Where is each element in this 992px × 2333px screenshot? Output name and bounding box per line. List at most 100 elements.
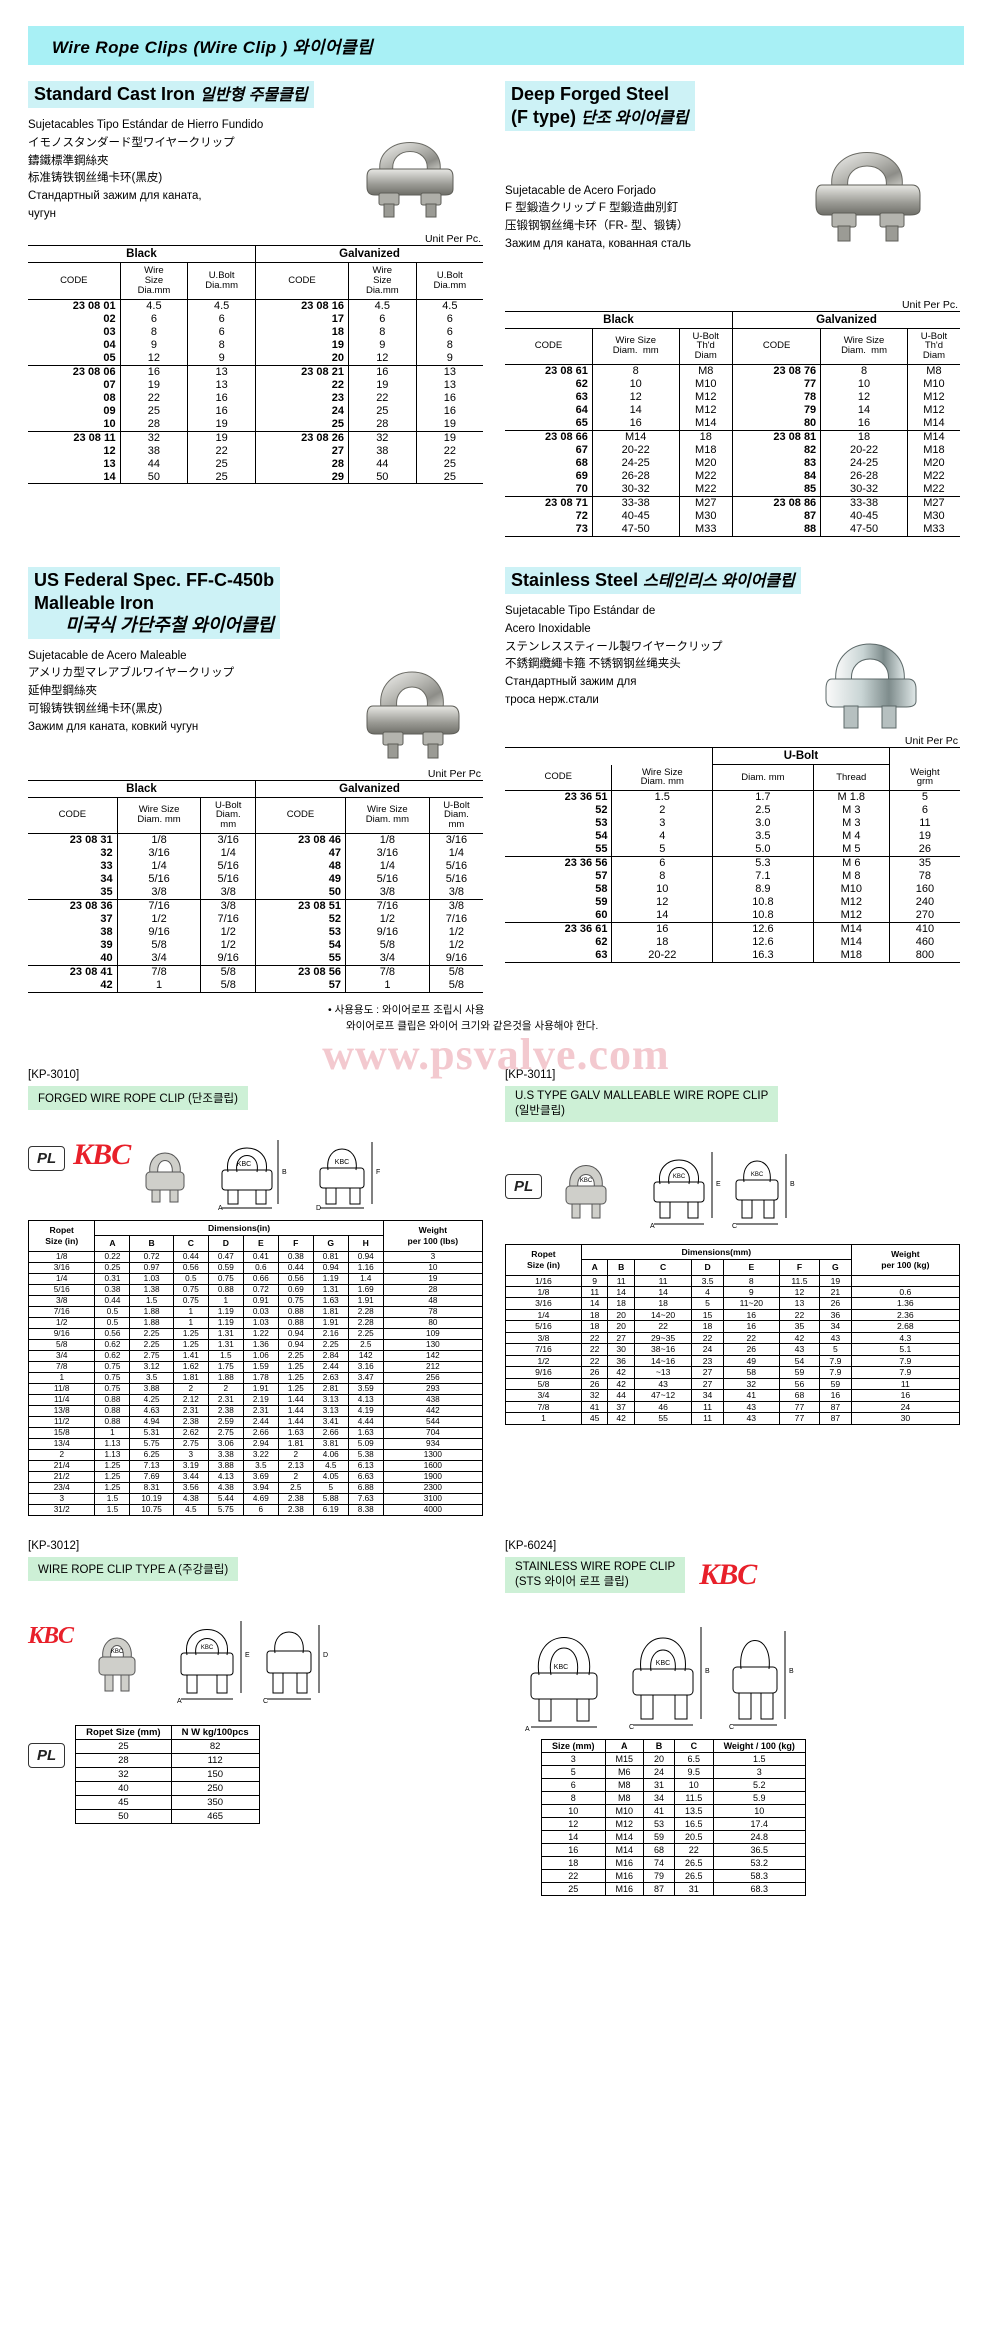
cell-bcode: 23 08 06 [28,364,121,379]
hdr-F: F [277,1234,314,1252]
table-cell: 45 [75,1794,172,1810]
table-cell: 6.19 [312,1503,349,1516]
cell-gwire: 9/16 [344,926,430,940]
table-cell: 0.94 [277,1327,314,1340]
cell-diam: 5.0 [712,843,814,857]
table-cell: M16 [604,1855,645,1870]
table-row: 62 10 M10 77 10 M10 [505,378,960,392]
cell-gwire: 20-22 [820,444,908,458]
table-cell: 3.38 [207,1448,244,1461]
table-cell: 5.9 [712,1790,806,1805]
table-cell: 2.94 [242,1437,279,1450]
table-cell: 3 [382,1250,484,1263]
cell-bwire: 28 [119,417,188,432]
table-row: 73 47-50 M33 88 47-50 M33 [505,523,960,538]
cell-bcode: 07 [103,378,116,391]
kp6024-banner-l2: (STS 와이어 로프 클립) [515,1575,629,1588]
table-cell: 4.44 [347,1415,384,1428]
table-cell: 0.44 [94,1294,131,1307]
table-row: 40 3/4 9/16 55 3/4 9/16 [28,952,483,966]
cell-bthd: 18 [678,430,733,445]
cell-gwire: 25 [347,404,417,418]
table-cell: 1.36 [242,1338,279,1351]
unit-label-us-federal: Unit Per Pc [427,767,481,780]
svg-text:F: F [376,1169,380,1176]
table-cell: 32 [75,1766,172,1782]
table-cell: 42 [607,1366,635,1379]
table-row: 35 3/8 3/8 50 3/8 3/8 [28,886,483,900]
table-kp3010-dimensions: Ropet Size (in) Dimensions(in) Weight per … [27,1219,484,1516]
table-cell: 142 [347,1349,384,1362]
table-cell: 5 [819,1343,852,1356]
table-cell: 2 [277,1470,314,1483]
table-cell: 1.38 [129,1283,174,1296]
svg-text:A: A [218,1205,223,1212]
table-cell: 21 [819,1285,852,1299]
cell-gcode: 47 [254,847,346,861]
table-row: 23 36 51 1.5 1.7 M 1.8 5 [505,790,960,805]
pl-badge-kp3012: PL [28,1742,66,1768]
cell-bcode: 04 [103,338,116,351]
table-cell: 38~16 [633,1343,693,1356]
hdr-D: D [691,1258,724,1276]
table-row: 63 12 M12 78 12 M12 [505,391,960,405]
table-row: 1/4 18 20 14~20 15 16 22 36 2.36 [505,1308,961,1322]
cell-gthd: M22 [906,483,960,497]
table-cell: 10 [674,1777,714,1792]
table-cell: 2.66 [242,1426,279,1439]
cell-bub: 9/16 [200,952,256,966]
table-cell: 0.88 [207,1283,244,1296]
table-row: 9/16 0.56 2.25 1.25 1.31 1.22 0.94 2.16 2.25 109 [27,1327,484,1340]
cell-bwire: 32 [119,430,188,445]
cell-bwire: 1 [116,979,201,994]
cell-bwire: 25 [119,404,188,418]
table-cell: 0.25 [94,1261,131,1274]
cell-gcode: 18 [254,325,349,339]
table-cell: 20 [607,1308,635,1322]
table-cell: 0.44 [172,1250,209,1263]
unit-label-stainless: Unit Per Pc [904,735,958,747]
hdr-rope-size: Ropet Size (mm) [75,1724,172,1740]
group-black: Black [28,245,256,263]
table-cell: 1.5 [94,1503,131,1516]
table-row: 23 08 41 7/8 5/8 23 08 56 7/8 5/8 [28,965,483,980]
cell-diam: 8.9 [712,883,814,897]
usage-note: • 사용용도 : 와이어로프 조립시 사용 와이어로프 클립은 와이어 크기와 … [28,1003,964,1035]
table-cell: 9.5 [674,1764,714,1779]
table-cell: 1/8 [27,1250,96,1263]
table-cell: 5.1 [850,1343,961,1356]
hdr-C: C [172,1234,209,1252]
kp3012-tag: [KP-3012] [28,1539,80,1552]
table-cell: 0.31 [94,1272,131,1285]
table-cell: 1.78 [242,1371,279,1384]
cell-bub: 6 [187,312,256,326]
table-cell: 77 [778,1400,821,1414]
table-row: 16 M14 68 22 36.5 [541,1842,806,1857]
cell-gthd: M14 [906,430,960,445]
cell-gcode: 27 [254,444,349,458]
table-cell: 4.38 [172,1492,209,1505]
cell-gwire: 14 [820,404,908,418]
table-row: 40 250 [75,1780,260,1796]
table-cell: 3 [712,1764,806,1779]
table-row: 23/4 1.25 8.31 3.56 4.38 3.94 2.5 5 6.88 2300 [27,1481,484,1494]
cell-bub: 7/16 [200,913,256,927]
cell-wire: 20-22 [611,949,713,964]
hdr-B: B [129,1234,174,1252]
cell-bthd: M22 [678,470,733,484]
table-cell: 5/16 [505,1320,582,1333]
table-row: 10 28 19 25 28 19 [28,417,483,432]
table-cell: 11.5 [674,1790,714,1805]
svg-text:D: D [316,1205,321,1212]
table-cell: 22 [580,1354,609,1368]
table-cell: 3.12 [129,1360,174,1373]
table-cell: 29~35 [633,1331,693,1345]
cell-gwire: 26-28 [820,470,908,484]
table-cell: 0.81 [312,1250,349,1263]
table-cell: 4.13 [207,1470,244,1483]
table-cell: 46 [633,1400,693,1414]
title-ko: 단조 와이어클립 [581,109,689,127]
mid-sections: US Federal Spec. FF-C-450b Malleable Iro… [0,567,992,994]
table-cell: 0.94 [347,1250,384,1263]
cell-gcode: 25 [254,417,349,432]
